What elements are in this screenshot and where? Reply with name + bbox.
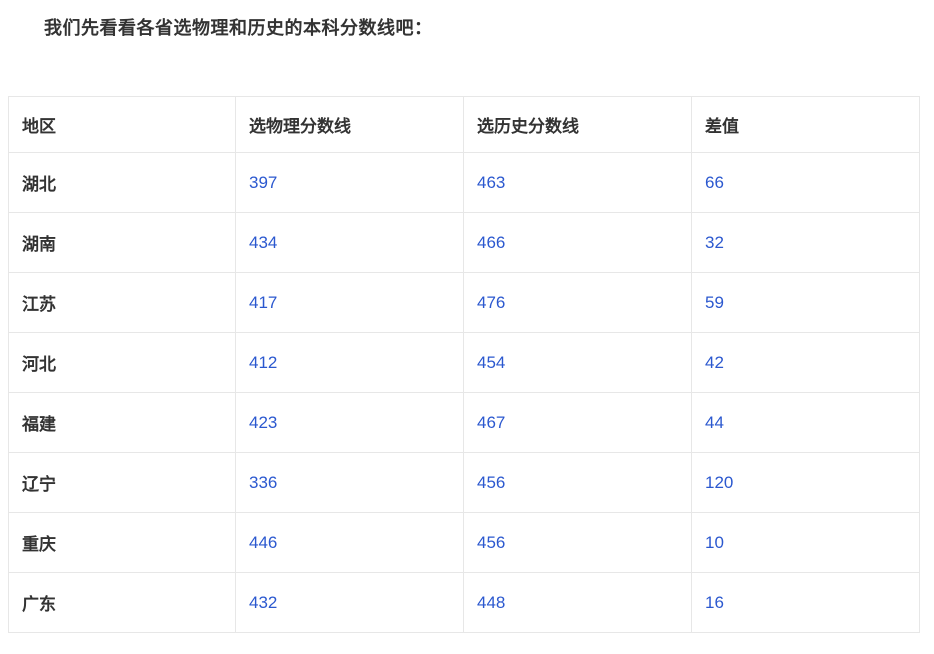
table-header-row: 地区 选物理分数线 选历史分数线 差值 — [8, 96, 920, 153]
region-cell: 河北 — [8, 332, 236, 393]
region-cell: 江苏 — [8, 272, 236, 333]
physics-score-cell: 336 — [235, 452, 464, 513]
diff-cell: 42 — [691, 332, 920, 393]
diff-cell: 120 — [691, 452, 920, 513]
region-cell: 广东 — [8, 572, 236, 633]
score-line-table: 地区 选物理分数线 选历史分数线 差值 湖北 397 463 66 湖南 434… — [8, 96, 920, 633]
col-header-history: 选历史分数线 — [463, 96, 692, 153]
table-row: 湖南 434 466 32 — [8, 212, 920, 273]
diff-cell: 32 — [691, 212, 920, 273]
history-score-cell: 454 — [463, 332, 692, 393]
history-score-cell: 476 — [463, 272, 692, 333]
diff-cell: 16 — [691, 572, 920, 633]
physics-score-cell: 446 — [235, 512, 464, 573]
col-header-physics: 选物理分数线 — [235, 96, 464, 153]
history-score-cell: 467 — [463, 392, 692, 453]
diff-cell: 66 — [691, 152, 920, 213]
physics-score-cell: 417 — [235, 272, 464, 333]
table-row: 广东 432 448 16 — [8, 572, 920, 633]
table-row: 河北 412 454 42 — [8, 332, 920, 393]
table-row: 江苏 417 476 59 — [8, 272, 920, 333]
region-cell: 湖北 — [8, 152, 236, 213]
region-cell: 辽宁 — [8, 452, 236, 513]
history-score-cell: 456 — [463, 512, 692, 573]
history-score-cell: 466 — [463, 212, 692, 273]
history-score-cell: 448 — [463, 572, 692, 633]
physics-score-cell: 397 — [235, 152, 464, 213]
region-cell: 福建 — [8, 392, 236, 453]
diff-cell: 59 — [691, 272, 920, 333]
region-cell: 重庆 — [8, 512, 236, 573]
table-row: 湖北 397 463 66 — [8, 152, 920, 213]
physics-score-cell: 412 — [235, 332, 464, 393]
physics-score-cell: 432 — [235, 572, 464, 633]
diff-cell: 10 — [691, 512, 920, 573]
history-score-cell: 456 — [463, 452, 692, 513]
page-title: 我们先看看各省选物理和历史的本科分数线吧： — [44, 18, 433, 38]
table-row: 辽宁 336 456 120 — [8, 452, 920, 513]
table-row: 福建 423 467 44 — [8, 392, 920, 453]
history-score-cell: 463 — [463, 152, 692, 213]
region-cell: 湖南 — [8, 212, 236, 273]
col-header-region: 地区 — [8, 96, 236, 153]
physics-score-cell: 434 — [235, 212, 464, 273]
physics-score-cell: 423 — [235, 392, 464, 453]
col-header-diff: 差值 — [691, 96, 920, 153]
diff-cell: 44 — [691, 392, 920, 453]
table-row: 重庆 446 456 10 — [8, 512, 920, 573]
